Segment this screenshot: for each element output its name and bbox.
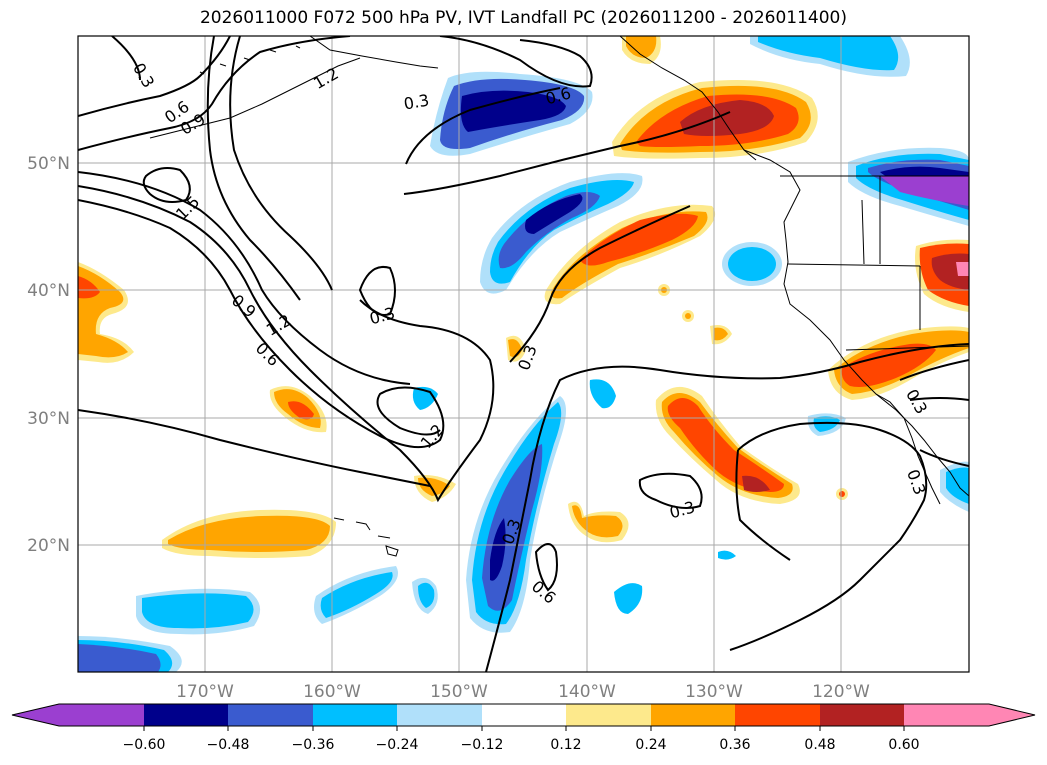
lon-label: 140°W — [558, 682, 616, 702]
lon-label: 170°W — [176, 682, 234, 702]
map-frame — [77, 35, 970, 673]
lat-label: 40°N — [27, 281, 70, 301]
gridlines — [78, 36, 969, 672]
colorbar-tick: 0.60 — [888, 737, 919, 753]
lon-label: 130°W — [685, 682, 743, 702]
colorbar: −0.60 −0.48 −0.36 −0.24 −0.12 0.12 0.24 … — [11, 703, 1036, 753]
colorbar-under-arrow — [12, 704, 59, 726]
colorbar-tick: 0.48 — [804, 737, 835, 753]
negative-anomaly-regions — [78, 36, 969, 672]
neg-anomaly-9 — [614, 583, 643, 614]
colorbar-over-arrow — [989, 704, 1035, 726]
lat-label: 30°N — [27, 409, 70, 429]
colorbar-tick: −0.60 — [123, 737, 166, 753]
neg-anomaly-7 — [589, 379, 616, 409]
colorbar-tick: −0.24 — [376, 737, 419, 753]
colorbar-tick: 0.36 — [719, 737, 750, 753]
lon-label: 150°W — [430, 682, 488, 702]
neg-anomaly-8 — [412, 386, 438, 410]
pv-contours — [78, 36, 969, 672]
colorbar-tick: 0.12 — [550, 737, 581, 753]
colorbar-tick: −0.48 — [207, 737, 250, 753]
latitude-labels: 50°N 40°N 30°N 20°N — [27, 154, 70, 556]
map-panel: 0.3 0.6 0.9 1.2 1.5 0.6 0.3 0.9 1.2 0.6 … — [78, 36, 969, 672]
colorbar-tick: −0.12 — [461, 737, 504, 753]
lon-label: 160°W — [303, 682, 361, 702]
lon-label: 120°W — [812, 682, 870, 702]
lat-label: 20°N — [27, 536, 70, 556]
contour-label: 0.3 — [402, 90, 430, 113]
lat-label: 50°N — [27, 154, 70, 174]
colorbar-tick: −0.36 — [292, 737, 335, 753]
longitude-labels: 170°W 160°W 150°W 140°W 130°W 120°W — [176, 682, 870, 702]
figure-title: 2026011000 F072 500 hPa PV, IVT Landfall… — [199, 8, 847, 28]
colorbar-tick: 0.24 — [635, 737, 666, 753]
